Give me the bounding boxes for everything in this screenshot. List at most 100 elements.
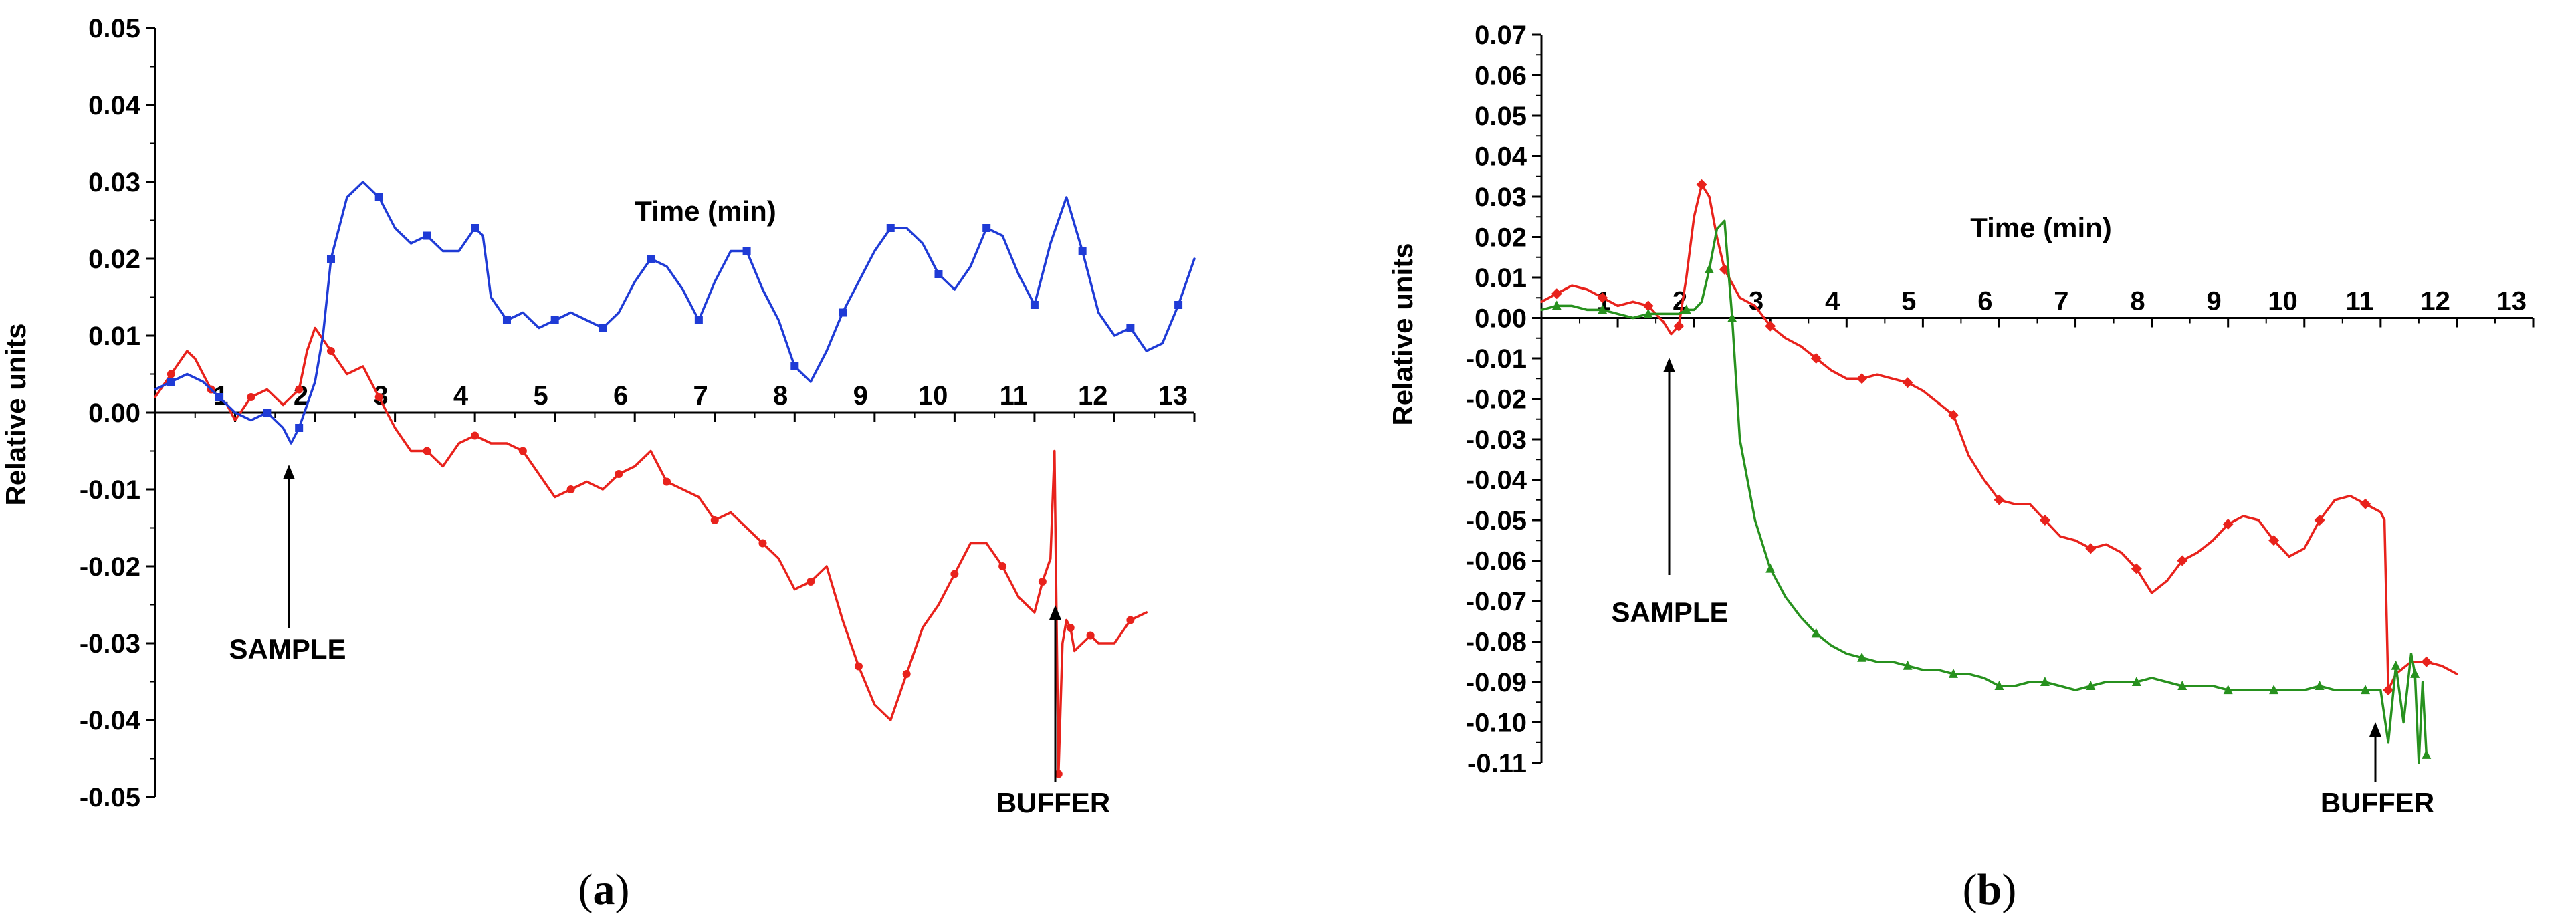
panel-a-series-1-marker	[1126, 616, 1135, 624]
panel-a-series-1-marker	[471, 431, 479, 440]
panel-b-series-1-marker	[2314, 515, 2325, 526]
panel-b-x-tick-label: 9	[2206, 287, 2221, 316]
panel-b-caption: (b)	[1963, 865, 2017, 914]
panel-b-y-tick-label: 0.04	[1475, 142, 1527, 172]
panel-b-series-1-marker	[1551, 288, 1562, 300]
panel-b-series-1-marker	[1856, 373, 1868, 384]
panel-b-x-tick-label: 10	[2268, 287, 2298, 316]
panel-b-y-tick-label: -0.06	[1466, 547, 1527, 576]
panel-a-series-2-marker	[1174, 301, 1183, 309]
panel-a-series-2-marker	[471, 224, 479, 232]
panel-b-y-tick-label: -0.09	[1466, 668, 1527, 697]
panel-a-series-1-marker	[807, 578, 815, 586]
panel-a-series-1-marker	[1038, 578, 1047, 586]
panel-b-x-tick-label: 12	[2420, 287, 2450, 316]
panel-a-y-tick-label: 0.03	[88, 168, 140, 197]
panel-a-series-1-marker	[1086, 631, 1095, 640]
panel-b-series-1-marker	[1696, 179, 1707, 190]
panel-a-x-tick-label: 8	[773, 381, 788, 411]
panel-b-y-tick-label: 0.02	[1475, 223, 1527, 253]
panel-b-series-2-marker	[1551, 300, 1562, 310]
panel-b-annotation-arrowhead	[1663, 358, 1675, 372]
panel-b-annotation-label: BUFFER	[2321, 787, 2434, 818]
panel-b-series-2-marker	[1727, 312, 1737, 322]
panel-b-series-1-marker	[2039, 515, 2050, 526]
panel-b-chart: 0.07 0.06 0.05 0.04 0.03 0.02 0.01 0.00 -0.01 -0.…	[1387, 21, 2535, 914]
panel-a-series-1-marker	[998, 562, 1007, 570]
panel-a-series-2-marker	[326, 255, 335, 263]
panel-b-series-2-marker	[1681, 304, 1691, 314]
panel-a-series-2-marker	[423, 231, 431, 240]
panel-a-series-1-marker	[615, 470, 623, 478]
panel-b-x-tick-label: 8	[2130, 287, 2145, 316]
panel-b-series-2-marker	[1704, 263, 1714, 273]
panel-a-annotation-arrowhead	[283, 465, 295, 479]
panel-b-y-tick-label: -0.08	[1466, 628, 1527, 657]
panel-b-series-1-marker	[1642, 300, 1654, 312]
panel-a-y-tick-label: -0.02	[80, 552, 140, 582]
panel-a-annotation-label: SAMPLE	[229, 633, 346, 665]
panel-b-series-1-marker	[2085, 543, 2097, 554]
panel-a-y-tick-label: 0.04	[88, 91, 141, 120]
panel-b-series-2-marker	[2315, 681, 2325, 691]
panel-a-y-axis-label: Relative units	[0, 323, 31, 505]
panel-b-series-1-marker	[1994, 494, 2005, 505]
panel-b-y-tick-label: 0.06	[1475, 62, 1527, 91]
panel-a-x-tick-label: 6	[613, 381, 628, 411]
panel-b-series-2-marker	[1598, 304, 1608, 314]
panel-b-series-2-marker	[1903, 660, 1913, 670]
panel-a-series-2-marker	[934, 270, 943, 278]
panel-b-series-2-marker	[1765, 563, 1776, 573]
panel-a-series-2-marker	[374, 193, 383, 201]
panel-a-series-1-marker	[518, 447, 527, 455]
panel-b-annotation-arrowhead	[2369, 722, 2381, 737]
panel-b-x-tick-label: 11	[2346, 287, 2374, 316]
panel-b-series-1-marker	[1765, 320, 1776, 332]
panel-b-x-tick-label: 6	[1977, 287, 1992, 316]
panel-b-series-1-marker	[1810, 353, 1822, 364]
panel-b-x-tick-label: 13	[2497, 287, 2527, 316]
panel-b-series-1-marker	[1597, 292, 1608, 304]
panel-a-series-1-marker	[854, 662, 863, 671]
panel-a-series-2-marker	[1078, 247, 1087, 255]
panel-b-y-axis-label: Relative units	[1387, 243, 1418, 425]
panel-a-series-2-marker	[1126, 324, 1135, 332]
panel-b-series-1-marker	[2268, 535, 2280, 546]
panel-a-chart: 0.05 0.04 0.03 0.02 0.01 0.00 -0.01 -0.02 -0.03 -…	[0, 14, 1196, 914]
panel-a-series-2-marker	[550, 316, 559, 324]
panel-a-series-2-marker	[790, 362, 799, 370]
panel-a-series-1-marker	[326, 347, 335, 355]
panel-b-x-tick-label: 4	[1825, 287, 1840, 316]
panel-b-x-axis-label: Time (min)	[1970, 212, 2112, 243]
panel-a-series-1-line	[154, 326, 1148, 776]
panel-b-series-2-marker	[2269, 685, 2279, 695]
panel-b-series-2-marker	[1857, 652, 1867, 662]
panel-a-y-tick-label: -0.01	[80, 475, 140, 505]
panel-a-series-1-marker	[247, 393, 255, 401]
panel-b-series-2-marker	[2223, 685, 2233, 695]
panel-a-y-tick-label: -0.05	[80, 783, 140, 812]
panel-a-x-tick-label: 10	[918, 381, 948, 411]
panel-b-x-tick-label: 7	[2054, 287, 2068, 316]
panel-b-series-2-line	[1540, 219, 2428, 764]
panel-b-y-tick-label: -0.05	[1466, 506, 1527, 536]
panel-b-series-1-marker	[2421, 656, 2432, 667]
panel-b-series-2-marker	[1643, 308, 1653, 318]
panel-b-y-tick-label: 0.07	[1475, 21, 1527, 50]
panel-b-y-tick-label: 0.05	[1475, 102, 1527, 131]
panel-b-y-tick-label: -0.11	[1467, 749, 1527, 778]
panel-a-series-1-marker	[710, 516, 719, 524]
panel-a-x-tick-label: 4	[453, 381, 469, 411]
panel-a-y-tick-label: 0.01	[88, 322, 140, 351]
panel-b-series-2-marker	[2410, 668, 2420, 678]
panel-a-series-2-marker	[167, 378, 175, 386]
panel-b-x-tick-label: 5	[1901, 287, 1916, 316]
panel-b-y-tick-label: -0.04	[1466, 466, 1527, 495]
panel-b-series-1-marker	[1948, 409, 1959, 421]
panel-a-x-tick-label: 7	[693, 381, 708, 411]
panel-b-series-2-marker	[2422, 749, 2432, 759]
panel-a-series-1-marker	[950, 570, 959, 578]
panel-b-series-2-marker	[2361, 685, 2371, 695]
panel-b-y-tick-label: -0.02	[1466, 385, 1527, 415]
panel-b-y-tick-label: -0.10	[1466, 709, 1527, 738]
